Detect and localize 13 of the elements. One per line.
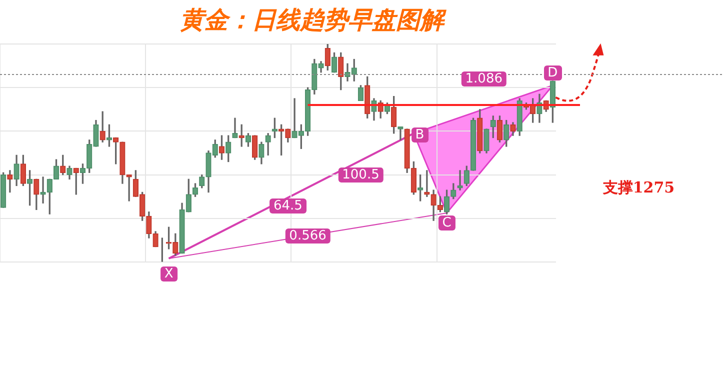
chart-title: 黄金：日线趋势早盘图解 [180,4,444,36]
annotation: 1.086 [461,71,506,86]
annotation: 100.5 [338,167,384,182]
annotation: 64.5 [269,198,306,214]
text: X [160,266,178,282]
candlestick [398,126,404,140]
annotation: C [438,215,456,230]
annotation: D [544,66,562,81]
annotation: 0.566 [285,228,330,244]
annotation: B [411,128,428,143]
candlestick [7,170,13,193]
text: 支撑1275 [602,178,675,198]
candlestick [424,170,430,197]
